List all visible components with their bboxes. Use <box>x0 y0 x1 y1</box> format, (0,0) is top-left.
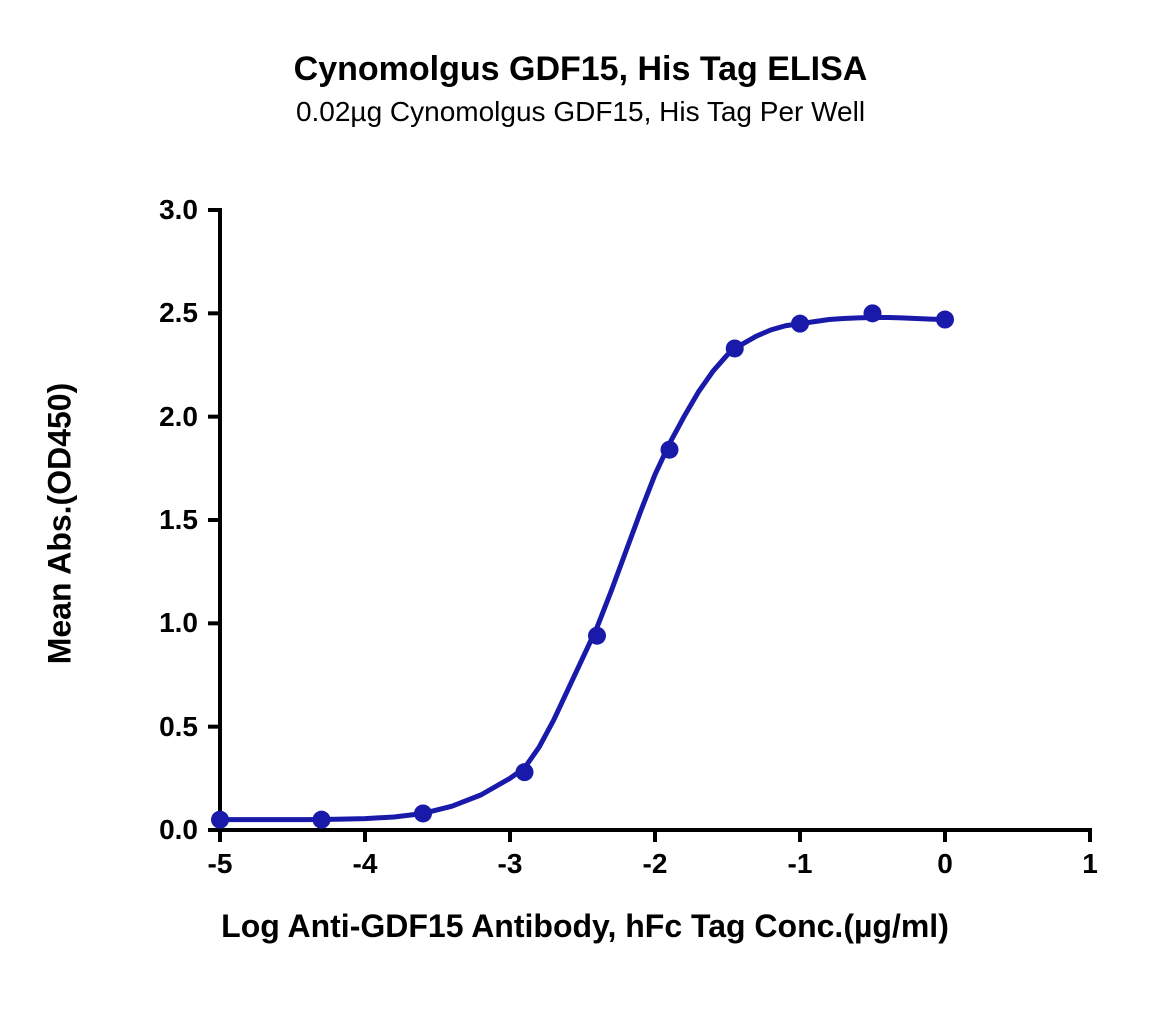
x-tick-label: -1 <box>770 848 830 880</box>
y-tick-label: 3.0 <box>138 194 198 226</box>
y-tick-label: 1.5 <box>138 504 198 536</box>
y-tick-label: 0.0 <box>138 814 198 846</box>
x-tick-label: 1 <box>1060 848 1120 880</box>
y-tick-label: 1.0 <box>138 607 198 639</box>
x-tick-label: -4 <box>335 848 395 880</box>
x-axis-label: Log Anti-GDF15 Antibody, hFc Tag Conc.(µ… <box>40 908 1130 945</box>
chart-container: Cynomolgus GDF15, His Tag ELISA 0.02µg C… <box>0 0 1161 1017</box>
y-tick-label: 2.5 <box>138 297 198 329</box>
x-tick-label: 0 <box>915 848 975 880</box>
x-tick-label: -3 <box>480 848 540 880</box>
x-tick-label: -2 <box>625 848 685 880</box>
y-axis-label: Mean Abs.(OD450) <box>42 374 79 674</box>
x-tick-label: -5 <box>190 848 250 880</box>
y-tick-label: 2.0 <box>138 401 198 433</box>
y-tick-label: 0.5 <box>138 711 198 743</box>
